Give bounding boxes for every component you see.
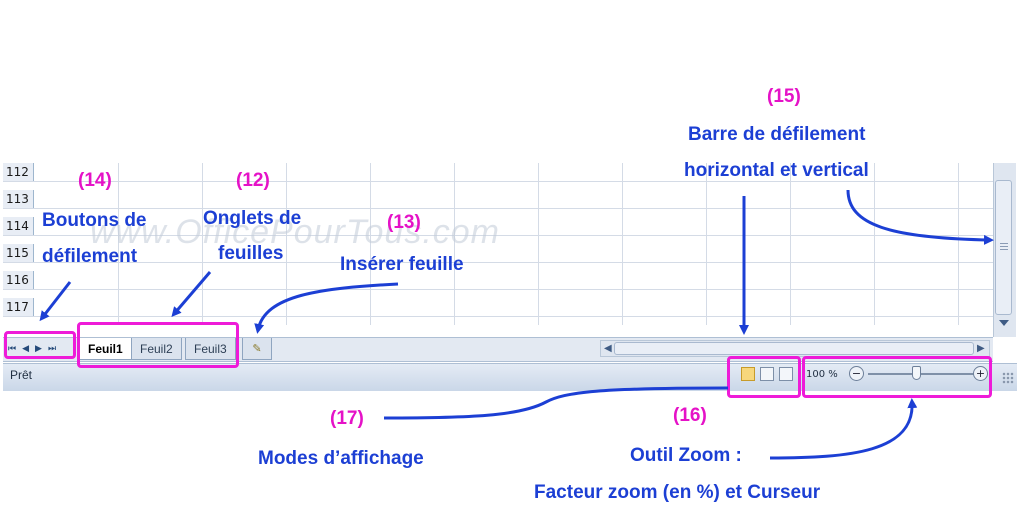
annotation-label-16-line1: Outil Zoom : xyxy=(630,445,742,466)
arrow-15-vertical xyxy=(846,189,994,245)
annotation-label-15-line2: horizontal et vertical xyxy=(684,160,869,181)
annotation-label-14-line1: Boutons de xyxy=(42,210,147,231)
row-header[interactable]: 116 xyxy=(3,271,34,289)
column-gridline xyxy=(790,163,791,325)
annotation-number-14: (14) xyxy=(78,170,112,191)
annotation-box-scroll-buttons xyxy=(4,331,76,359)
zoom-slider-track[interactable] xyxy=(868,373,974,375)
tab-feuil2[interactable]: Feuil2 xyxy=(131,338,182,360)
annotation-number-17: (17) xyxy=(330,408,364,429)
column-gridline xyxy=(874,163,875,325)
column-gridline xyxy=(454,163,455,325)
arrow-13 xyxy=(254,282,399,334)
zoom-out-icon[interactable]: − xyxy=(849,366,864,381)
table-row: 114 xyxy=(3,217,993,236)
annotation-box-zoom xyxy=(802,356,992,398)
annotation-label-16-line2: Facteur zoom (en %) et Curseur xyxy=(534,482,821,503)
column-gridline xyxy=(706,163,707,325)
page-break-preview-icon[interactable] xyxy=(779,367,793,381)
column-gridline xyxy=(286,163,287,325)
worksheet-grid[interactable]: 112 113 114 115 116 117 xyxy=(3,163,1017,390)
annotation-label-12-line1: Onglets de xyxy=(203,208,302,229)
row-header[interactable]: 112 xyxy=(3,163,34,181)
row-header[interactable]: 113 xyxy=(3,190,34,208)
annotation-label-15-line1: Barre de défilement xyxy=(688,124,866,145)
resize-grip-icon[interactable] xyxy=(1002,372,1014,384)
column-gridline xyxy=(622,163,623,325)
annotation-box-view-modes xyxy=(727,356,801,398)
zoom-slider-thumb[interactable] xyxy=(912,366,921,380)
annotation-number-16: (16) xyxy=(673,405,707,426)
row-header[interactable]: 117 xyxy=(3,298,34,316)
table-row: 116 xyxy=(3,271,993,290)
next-sheet-icon[interactable]: ▶ xyxy=(35,344,42,354)
first-sheet-icon[interactable]: ⏮ xyxy=(8,344,17,354)
column-gridline xyxy=(958,163,959,325)
status-text: Prêt xyxy=(10,368,33,382)
annotation-number-12: (12) xyxy=(236,170,270,191)
column-gridline xyxy=(202,163,203,325)
annotation-label-13: Insérer feuille xyxy=(340,254,464,275)
annotation-number-13: (13) xyxy=(387,212,421,233)
arrow-16 xyxy=(769,398,918,460)
table-row: 117 xyxy=(3,298,993,317)
previous-sheet-icon[interactable]: ◀ xyxy=(22,344,30,354)
zoom-in-icon[interactable]: + xyxy=(973,366,988,381)
scroll-down-arrow-icon[interactable] xyxy=(999,320,1009,326)
grip-icon xyxy=(1000,243,1008,250)
annotation-label-17: Modes d’affichage xyxy=(258,448,424,469)
scroll-left-arrow-icon[interactable]: ◀ xyxy=(604,343,612,354)
row-header[interactable]: 114 xyxy=(3,217,34,235)
normal-view-icon[interactable] xyxy=(741,367,755,381)
column-gridline xyxy=(370,163,371,325)
insert-sheet-icon[interactable]: ✎ xyxy=(242,338,272,360)
table-row: 112 xyxy=(3,163,993,182)
annotation-number-15: (15) xyxy=(767,86,801,107)
annotation-box-sheet-tabs xyxy=(77,322,239,368)
last-sheet-icon[interactable]: ⏭ xyxy=(47,344,57,354)
page-layout-view-icon[interactable] xyxy=(760,367,774,381)
annotation-label-12-line2: feuilles xyxy=(218,243,284,264)
annotation-label-14-line2: défilement xyxy=(42,246,138,267)
horizontal-scroll-thumb[interactable] xyxy=(614,342,974,355)
arrow-17 xyxy=(383,386,729,420)
watermark: www.OfficePourTous.com xyxy=(90,213,500,251)
table-row: 115 xyxy=(3,244,993,263)
tab-feuil1[interactable]: Feuil1 xyxy=(79,338,132,360)
column-gridline xyxy=(118,163,119,325)
row-header[interactable]: 115 xyxy=(3,244,34,262)
scroll-right-arrow-icon[interactable]: ▶ xyxy=(977,343,985,354)
arrow-12 xyxy=(171,271,212,318)
tab-scroll-buttons: ⏮ ◀ ▶ ⏭ xyxy=(8,341,56,357)
table-row: 113 xyxy=(3,190,993,209)
tab-feuil3[interactable]: Feuil3 xyxy=(185,338,236,360)
column-gridline xyxy=(538,163,539,325)
zoom-level[interactable]: 100 % xyxy=(806,369,838,380)
arrow-14 xyxy=(39,281,72,322)
